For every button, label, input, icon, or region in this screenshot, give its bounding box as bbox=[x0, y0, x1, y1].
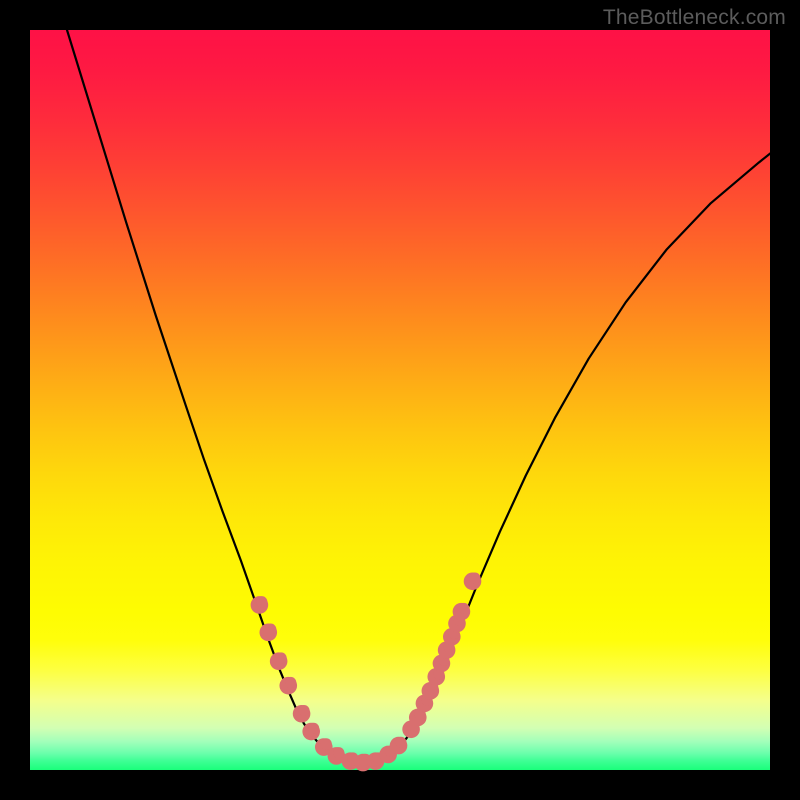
marker-dot-small bbox=[275, 652, 286, 663]
bottleneck-chart bbox=[0, 0, 800, 800]
marker-dot-small bbox=[458, 603, 469, 614]
marker-dot-small bbox=[469, 573, 480, 584]
marker-dot-small bbox=[308, 723, 319, 734]
marker-dot-small bbox=[265, 624, 276, 635]
marker-dot-small bbox=[333, 747, 344, 758]
marker-dot-small bbox=[285, 677, 296, 688]
marker-dot-small bbox=[256, 596, 267, 607]
marker-dot-small bbox=[321, 738, 332, 749]
marker-dot-small bbox=[298, 705, 309, 716]
plot-background bbox=[30, 30, 770, 770]
chart-stage: TheBottleneck.com bbox=[0, 0, 800, 800]
marker-dot-small bbox=[395, 737, 406, 748]
